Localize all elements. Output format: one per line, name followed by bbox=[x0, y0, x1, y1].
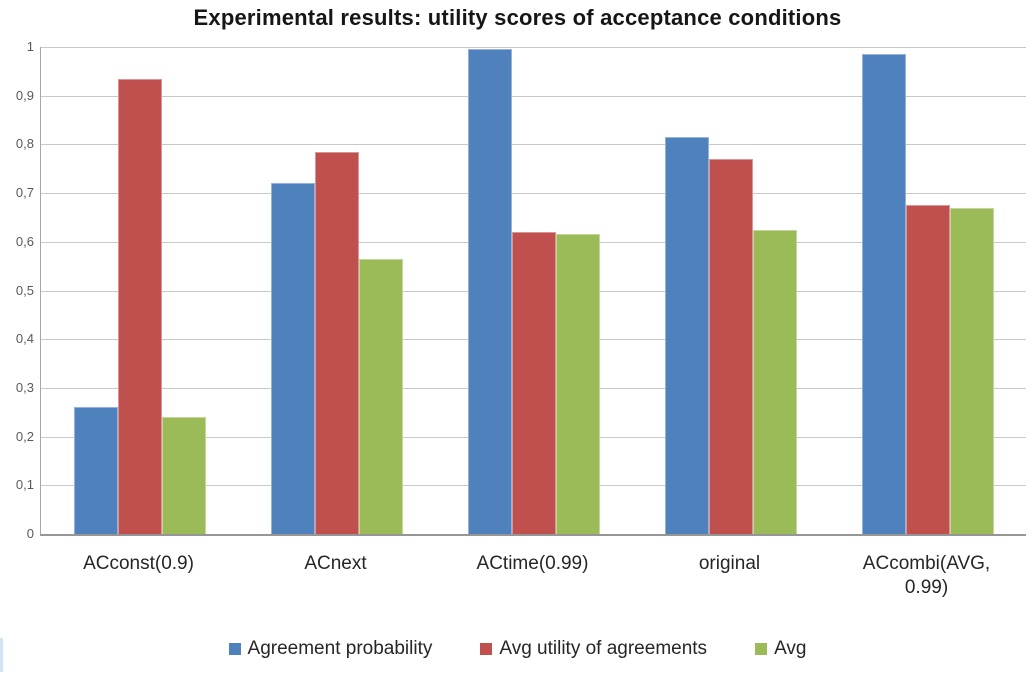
legend-label: Avg bbox=[774, 638, 807, 659]
bar-agreement-probability bbox=[664, 137, 709, 534]
bar-group bbox=[632, 47, 829, 534]
x-axis-category-text: ACnext bbox=[304, 553, 367, 574]
x-axis-category-text: ACconst(0.9) bbox=[83, 553, 194, 574]
gridline bbox=[41, 193, 1026, 195]
gridline bbox=[41, 47, 1026, 48]
legend-label: Agreement probability bbox=[247, 638, 433, 659]
y-axis-tick-label: 0,8 bbox=[15, 136, 34, 152]
y-axis-tick-label: 0,7 bbox=[15, 185, 34, 201]
legend-swatch-icon bbox=[755, 643, 768, 655]
legend-label: Avg utility of agreements bbox=[499, 638, 708, 659]
bar-group bbox=[41, 47, 238, 534]
y-axis-tick-label: 0 bbox=[26, 526, 34, 541]
y-axis-tick-label: 0,6 bbox=[15, 233, 34, 249]
x-axis-category-label: original bbox=[631, 552, 828, 576]
chart-title: Experimental results: utility scores of … bbox=[193, 5, 842, 30]
y-axis-tick-label: 1 bbox=[26, 39, 34, 54]
bar-avg bbox=[949, 208, 994, 534]
x-axis-category-text: ACtime(0.99) bbox=[476, 553, 589, 574]
y-axis-tick-label: 0,4 bbox=[15, 331, 34, 347]
y-axis-tick-label: 0,3 bbox=[15, 379, 34, 395]
plot-area bbox=[40, 47, 1026, 536]
legend-swatch-icon bbox=[228, 643, 241, 655]
bar-group bbox=[829, 47, 1026, 534]
bar-avg-utility-of-agreements bbox=[708, 159, 753, 534]
legend-item: Avg bbox=[755, 638, 806, 660]
bar-group bbox=[238, 47, 435, 534]
bar-avg-utility-of-agreements bbox=[905, 205, 950, 534]
bar-avg-utility-of-agreements bbox=[314, 152, 359, 534]
bar-avg-utility-of-agreements bbox=[117, 79, 162, 534]
legend-item: Avg utility of agreements bbox=[480, 638, 707, 660]
bar-agreement-probability bbox=[467, 49, 512, 534]
y-axis-tick-label: 0,9 bbox=[15, 87, 34, 103]
y-axis-tick-label: 0,1 bbox=[15, 477, 34, 493]
x-axis-category-label: ACtime(0.99) bbox=[434, 552, 631, 576]
bar-avg bbox=[161, 417, 206, 534]
x-axis-category-label: ACconst(0.9) bbox=[40, 552, 237, 576]
legend-swatch-icon bbox=[480, 643, 493, 655]
chart-legend: Agreement probability Avg utility of agre… bbox=[0, 638, 1035, 660]
gridline bbox=[41, 144, 1026, 146]
x-axis-category-text: ACcombi(AVG, 0.99) bbox=[862, 553, 991, 598]
bar-avg bbox=[555, 234, 600, 534]
bar-avg bbox=[358, 259, 403, 534]
bar-agreement-probability bbox=[270, 183, 315, 534]
x-axis-category-label: ACcombi(AVG, 0.99) bbox=[828, 552, 1025, 600]
gridline bbox=[41, 95, 1026, 97]
bar-agreement-probability bbox=[861, 54, 906, 534]
bar-group bbox=[435, 47, 632, 534]
bar-agreement-probability bbox=[73, 407, 118, 534]
bar-avg bbox=[752, 230, 797, 534]
legend-item: Agreement probability bbox=[228, 638, 433, 660]
y-axis-tick-label: 0,5 bbox=[15, 282, 34, 298]
x-axis-category-label: ACnext bbox=[237, 552, 434, 576]
y-axis-tick-label: 0,2 bbox=[15, 428, 34, 444]
x-axis-category-text: original bbox=[698, 553, 761, 574]
bar-avg-utility-of-agreements bbox=[511, 232, 556, 534]
window-edge-artifact bbox=[0, 638, 3, 672]
